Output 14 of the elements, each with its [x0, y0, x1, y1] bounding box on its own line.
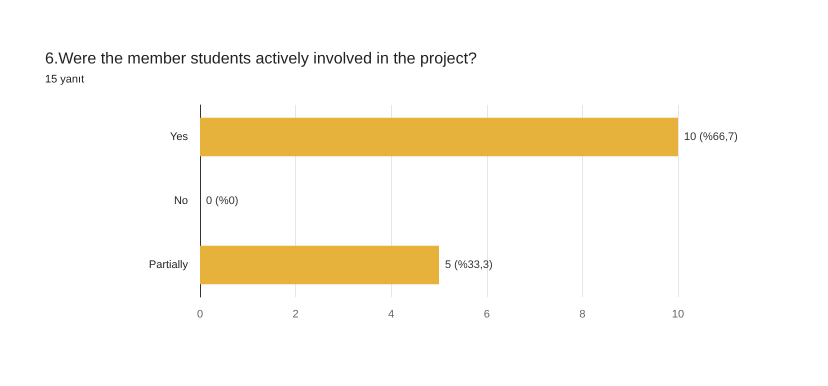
data-label: 10 (%66,7) — [684, 131, 738, 143]
x-tick-label: 0 — [196, 308, 204, 320]
x-tick-label: 8 — [579, 308, 586, 320]
x-tick-label: 2 — [292, 308, 299, 320]
x-tick-label: 6 — [484, 308, 490, 320]
y-tick-label: Yes — [170, 131, 188, 143]
data-label: 0 (%0) — [206, 195, 238, 207]
chart-title: 6.Were the member students actively involved in the project? — [45, 50, 478, 68]
x-tick-label: 10 — [672, 308, 684, 320]
y-tick-label: No — [174, 195, 188, 207]
x-tick-label: 4 — [388, 308, 394, 320]
y-tick-label: Partially — [148, 259, 188, 271]
text: 15 yanıt — [45, 74, 84, 86]
data-label: 5 (%33,3) — [445, 259, 493, 271]
